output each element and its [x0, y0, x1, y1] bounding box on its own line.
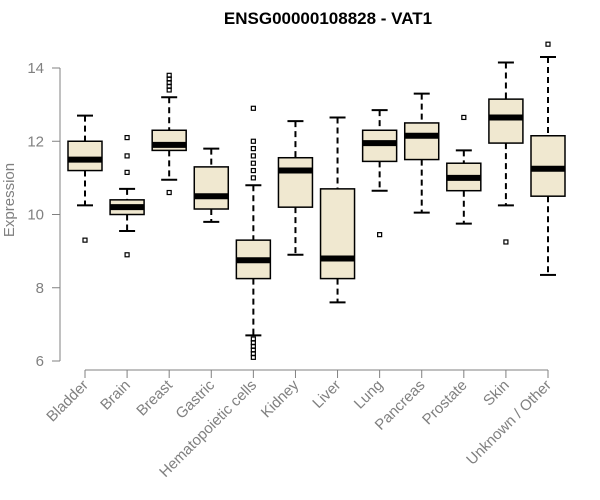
outlier-point [250, 138, 256, 144]
y-axis-label: Expression [1, 163, 18, 237]
outlier-point [166, 72, 172, 78]
box-hematopoietic-cells [235, 105, 272, 360]
x-tick-label: Lung [351, 377, 387, 413]
outlier-point [124, 252, 130, 258]
box-series [67, 41, 566, 360]
box-iqr [488, 98, 524, 144]
y-tick-label: 12 [27, 133, 44, 150]
box-iqr [403, 122, 440, 161]
outlier-point [124, 153, 130, 159]
y-tick-label: 8 [36, 280, 44, 297]
y-tick-label: 10 [27, 207, 44, 224]
box-kidney [277, 120, 314, 256]
x-tick-label: Skin [480, 377, 513, 410]
outlier-point [377, 232, 383, 238]
outlier-point [250, 153, 256, 159]
outlier-point [166, 189, 172, 196]
chart-title: ENSG00000108828 - VAT1 [224, 9, 432, 28]
outlier-point [250, 160, 256, 166]
box-breast [151, 72, 187, 196]
outlier-point [545, 41, 551, 47]
box-brain [109, 134, 145, 258]
x-tick-label: Kidney [258, 376, 303, 421]
box-iqr [277, 156, 314, 208]
outlier-point [250, 105, 256, 111]
outlier-point [82, 237, 88, 243]
box-pancreas [403, 92, 440, 214]
box-iqr [67, 140, 103, 172]
y-tick-label: 14 [27, 60, 44, 77]
x-tick-label: Breast [133, 376, 176, 419]
box-iqr [319, 188, 356, 280]
box-liver [319, 116, 356, 304]
x-tick-label: Bladder [43, 377, 92, 426]
box-unknown-other [530, 41, 566, 276]
outlier-point [250, 145, 256, 152]
outlier-point [503, 239, 509, 245]
box-skin [488, 61, 524, 245]
x-tick-label: Brain [97, 377, 134, 414]
box-lung [361, 109, 398, 238]
outlier-point [461, 114, 467, 121]
box-gastric [193, 147, 230, 223]
box-bladder [67, 114, 103, 243]
box-prostate [446, 114, 482, 225]
outlier-point [250, 175, 256, 181]
x-tick-label: Liver [309, 377, 344, 412]
x-tick-label: Prostate [419, 377, 471, 429]
outlier-point [250, 336, 256, 342]
outlier-point [250, 167, 256, 174]
y-axis: 6 8 10 12 14 [27, 60, 61, 370]
outlier-point [124, 134, 130, 141]
y-tick-label: 6 [36, 353, 44, 370]
box-iqr [193, 166, 230, 210]
outlier-point [124, 169, 130, 175]
